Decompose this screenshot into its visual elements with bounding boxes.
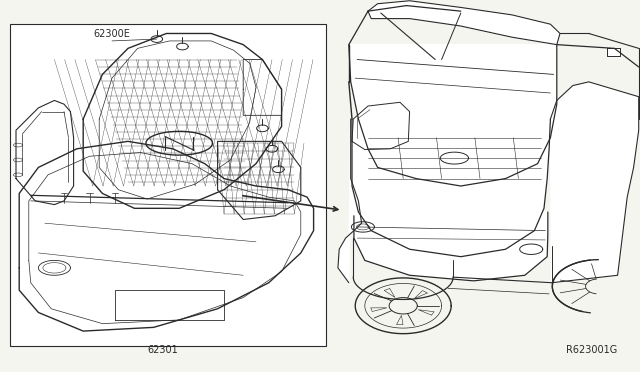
Text: R623001G: R623001G — [566, 345, 618, 355]
Polygon shape — [19, 141, 314, 331]
Polygon shape — [349, 45, 557, 186]
Polygon shape — [83, 33, 282, 208]
Text: 62300E: 62300E — [93, 29, 131, 39]
Polygon shape — [218, 141, 301, 219]
Polygon shape — [368, 1, 560, 45]
Polygon shape — [338, 119, 362, 283]
Polygon shape — [352, 119, 550, 257]
Bar — [10, 24, 326, 346]
Polygon shape — [352, 102, 410, 150]
Text: 62301: 62301 — [148, 345, 179, 355]
Polygon shape — [16, 100, 74, 205]
Polygon shape — [354, 212, 548, 281]
Polygon shape — [243, 60, 282, 115]
Polygon shape — [607, 48, 620, 56]
Polygon shape — [550, 82, 639, 283]
